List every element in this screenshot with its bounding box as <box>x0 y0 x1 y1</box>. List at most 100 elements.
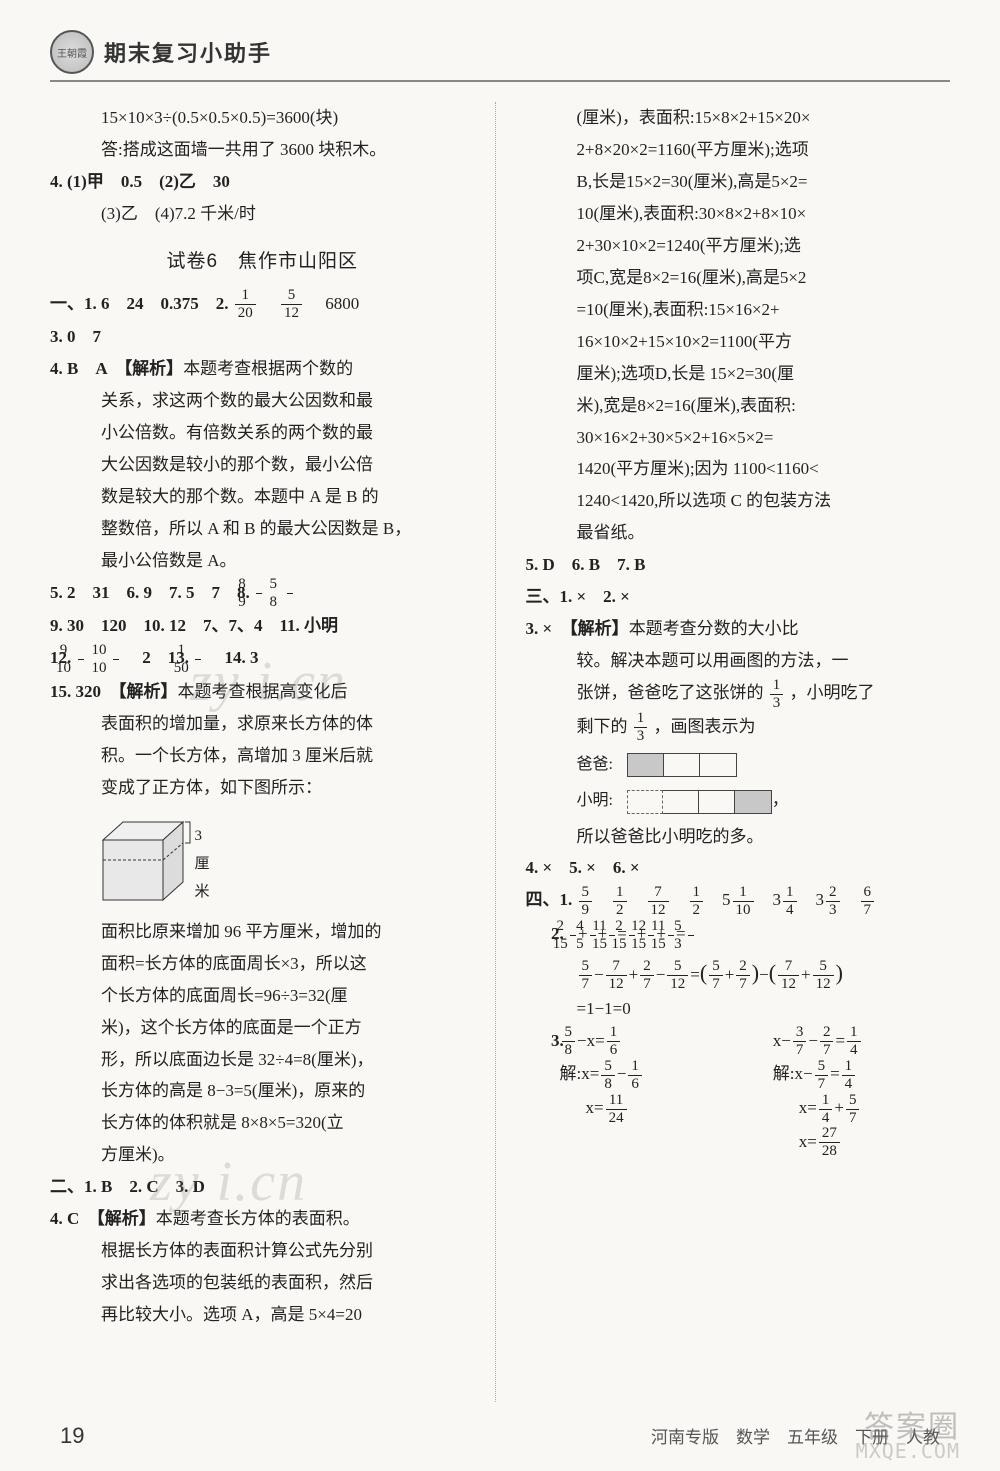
text: 3. × <box>526 619 570 638</box>
text: 张饼，爸爸吃了这张饼的 13 ，小明吃了 <box>526 677 951 711</box>
text: 本题考查长方体的表面积。 <box>156 1209 360 1228</box>
columns: 15×10×3÷(0.5×0.5×0.5)=3600(块) 答:搭成这面墙一共用… <box>50 102 950 1402</box>
text: 米)，这个长方体的底面是一个正方 <box>50 1012 475 1044</box>
fraction: 89 <box>256 577 262 610</box>
text: 较。解决本题可以用画图的方法，一 <box>526 645 951 677</box>
s1-q4: 4. B A 【解析】本题考查根据两个数的 <box>50 353 475 385</box>
text: 10(厘米),表面积:30×8×2+8×10× <box>526 198 951 230</box>
q4-l1: 4. (1)甲 0.5 (2)乙 30 <box>50 172 230 191</box>
analysis-tag: 【解析】 <box>96 1209 156 1228</box>
text: 数是较大的那个数。本题中 A 是 B 的 <box>50 481 475 513</box>
text: 长方体的体积就是 8×8×5=320(立 <box>50 1107 475 1139</box>
text: 15. 320 <box>50 682 118 701</box>
label-dad: 爸爸: <box>577 750 623 780</box>
s1-q1: 一、1. 6 24 0.375 2. 120 512 6800 <box>50 288 475 322</box>
xm-bar: 小明: ， <box>526 784 951 816</box>
text: 1240<1420,所以选项 C 的包装方法 <box>526 485 951 517</box>
text: 四、1. <box>526 890 577 909</box>
text: 最省纸。 <box>526 517 951 549</box>
section-title: 试卷6 焦作市山阳区 <box>50 244 475 280</box>
text: 整数倍，所以 A 和 B 的最大公因数是 B， <box>50 513 475 545</box>
text: 最小公倍数是 A。 <box>50 545 475 577</box>
text: 5. 2 31 6. 9 7. 5 7 8. <box>50 583 254 602</box>
fraction: 150 <box>195 643 201 676</box>
text: 剩下的 13 ，画图表示为 <box>526 711 951 745</box>
text: 4. × 5. × 6. × <box>526 852 951 884</box>
s4-q2-l2: 57−712+27−512=(57+27)−(712+512) <box>526 952 951 993</box>
text: 一、1. 6 24 0.375 2. <box>50 294 233 313</box>
text: 个长方体的底面周长=96÷3=32(厘 <box>50 980 475 1012</box>
left-column: 15×10×3÷(0.5×0.5×0.5)=3600(块) 答:搭成这面墙一共用… <box>50 102 496 1402</box>
text: 4. C <box>50 1209 96 1228</box>
s3-q12: 三、1. × 2. × <box>526 581 951 613</box>
text: 面积=长方体的底面周长×3，所以这 <box>50 948 475 980</box>
bar-diagram <box>627 790 772 814</box>
fraction: 910 <box>78 643 84 676</box>
text: 15×10×3÷(0.5×0.5×0.5)=3600(块) <box>50 102 475 134</box>
text: 再比较大小。选项 A，高是 5×4=20 <box>50 1299 475 1331</box>
s4-q2-l1: 2. 215+45+1115=215+1215+1115=53 <box>526 918 951 952</box>
s1-q12-14: 12. 910 1010 2 13. 150 14. 3 <box>50 642 475 676</box>
s1-q5-8: 5. 2 31 6. 9 7. 5 7 8. 89 58 <box>50 577 475 611</box>
text: 大公因数是较小的那个数，最小公倍 <box>50 449 475 481</box>
text: 本题考查分数的大小比 <box>629 619 799 638</box>
eq-right: x−37−27=14 解:x−57=14 x=14+57 x=2728 <box>773 1025 950 1159</box>
text: ，画图表示为 <box>654 717 756 736</box>
s1-q15: 15. 320 【解析】本题考查根据高变化后 <box>50 676 475 708</box>
s2-q4: 4. C 【解析】本题考查长方体的表面积。 <box>50 1203 475 1235</box>
header-title: 期末复习小助手 <box>104 36 272 68</box>
text: 小公倍数。有倍数关系的两个数的最 <box>50 417 475 449</box>
text: 9. 30 120 10. 12 7、7、4 11. 小明 <box>50 610 475 642</box>
s2-q123: 二、1. B 2. C 3. D <box>50 1171 475 1203</box>
equation-pair: 58−x=16 解:x=58−16 x=1124 x−37−27=14 解:x−… <box>526 1025 951 1159</box>
text: 30×16×2+30×5×2+16×5×2= <box>526 422 951 454</box>
right-column: (厘米)，表面积:15×8×2+15×20× 2+8×20×2=1160(平方厘… <box>526 102 951 1402</box>
s4-q1: 四、1. 59 12 712 12 5110 314 323 67 <box>526 884 951 918</box>
text: 剩下的 <box>577 717 628 736</box>
text: 2+8×20×2=1160(平方厘米);选项 <box>526 134 951 166</box>
analysis-tag: 【解析】 <box>118 682 178 701</box>
text: 本题考查根据两个数的 <box>183 359 353 378</box>
text: 6800 <box>308 294 359 313</box>
bar-diagram <box>627 753 737 777</box>
text: (厘米)，表面积:15×8×2+15×20× <box>526 102 951 134</box>
text: 积。一个长方体，高增加 3 厘米后就 <box>50 740 475 772</box>
text: 14. 3 <box>208 648 259 667</box>
text: =10(厘米),表面积:15×16×2+ <box>526 294 951 326</box>
text: 面积比原来增加 96 平方厘米，增加的 <box>50 916 475 948</box>
text: 项C,宽是8×2=16(厘米),高是5×2 <box>526 262 951 294</box>
text: 答:搭成这面墙一共用了 3600 块积木。 <box>50 134 475 166</box>
text: 长方体的高是 8−3=5(厘米)，原来的 <box>50 1075 475 1107</box>
text: 3. 0 7 <box>50 321 475 353</box>
text: 表面积的增加量，求原来长方体的体 <box>50 708 475 740</box>
text: 方厘米)。 <box>50 1139 475 1171</box>
header: 王朝霞 期末复习小助手 <box>50 30 950 82</box>
analysis-tag: 【解析】 <box>124 359 184 378</box>
footer: 19 河南专版 数学 五年级 下册 人教 <box>0 1423 1000 1449</box>
fraction: 1010 <box>113 643 119 676</box>
fraction: 120 <box>235 288 256 321</box>
text: B,长是15×2=30(厘米),高是5×2= <box>526 166 951 198</box>
text: 求出各选项的包装纸的表面积，然后 <box>50 1267 475 1299</box>
page-number: 19 <box>60 1423 84 1449</box>
text: (3)乙 (4)7.2 千米/时 <box>50 198 475 230</box>
text: 16×10×2+15×10×2=1100(平方 <box>526 326 951 358</box>
analysis-tag: 【解析】 <box>569 619 629 638</box>
text: 关系，求这两个数的最大公因数和最 <box>50 385 475 417</box>
footer-right: 河南专版 数学 五年级 下册 人教 <box>651 1423 940 1449</box>
text: 变成了正方体，如下图所示： <box>50 772 475 804</box>
text: 4. B A <box>50 359 124 378</box>
text: ，小明吃了 <box>790 683 875 702</box>
fraction-row: 59 12 712 12 5110 314 323 67 <box>577 890 877 909</box>
text: 2+30×10×2=1240(平方厘米);选 <box>526 230 951 262</box>
text: 本题考查根据高变化后 <box>178 682 348 701</box>
text: 厘米);选项D,长是 15×2=30(厘 <box>526 358 951 390</box>
s4-q2-l3: =1−1=0 <box>526 993 951 1025</box>
fraction: 58 <box>287 577 293 610</box>
fraction: 512 <box>281 288 302 321</box>
text: 张饼，爸爸吃了这张饼的 <box>577 683 764 702</box>
fraction: 13 <box>770 678 784 711</box>
text: 4. (1)甲 0.5 (2)乙 30 <box>50 166 475 198</box>
text: 米),宽是8×2=16(厘米),表面积: <box>526 390 951 422</box>
text: 根据长方体的表面积计算公式先分别 <box>50 1235 475 1267</box>
